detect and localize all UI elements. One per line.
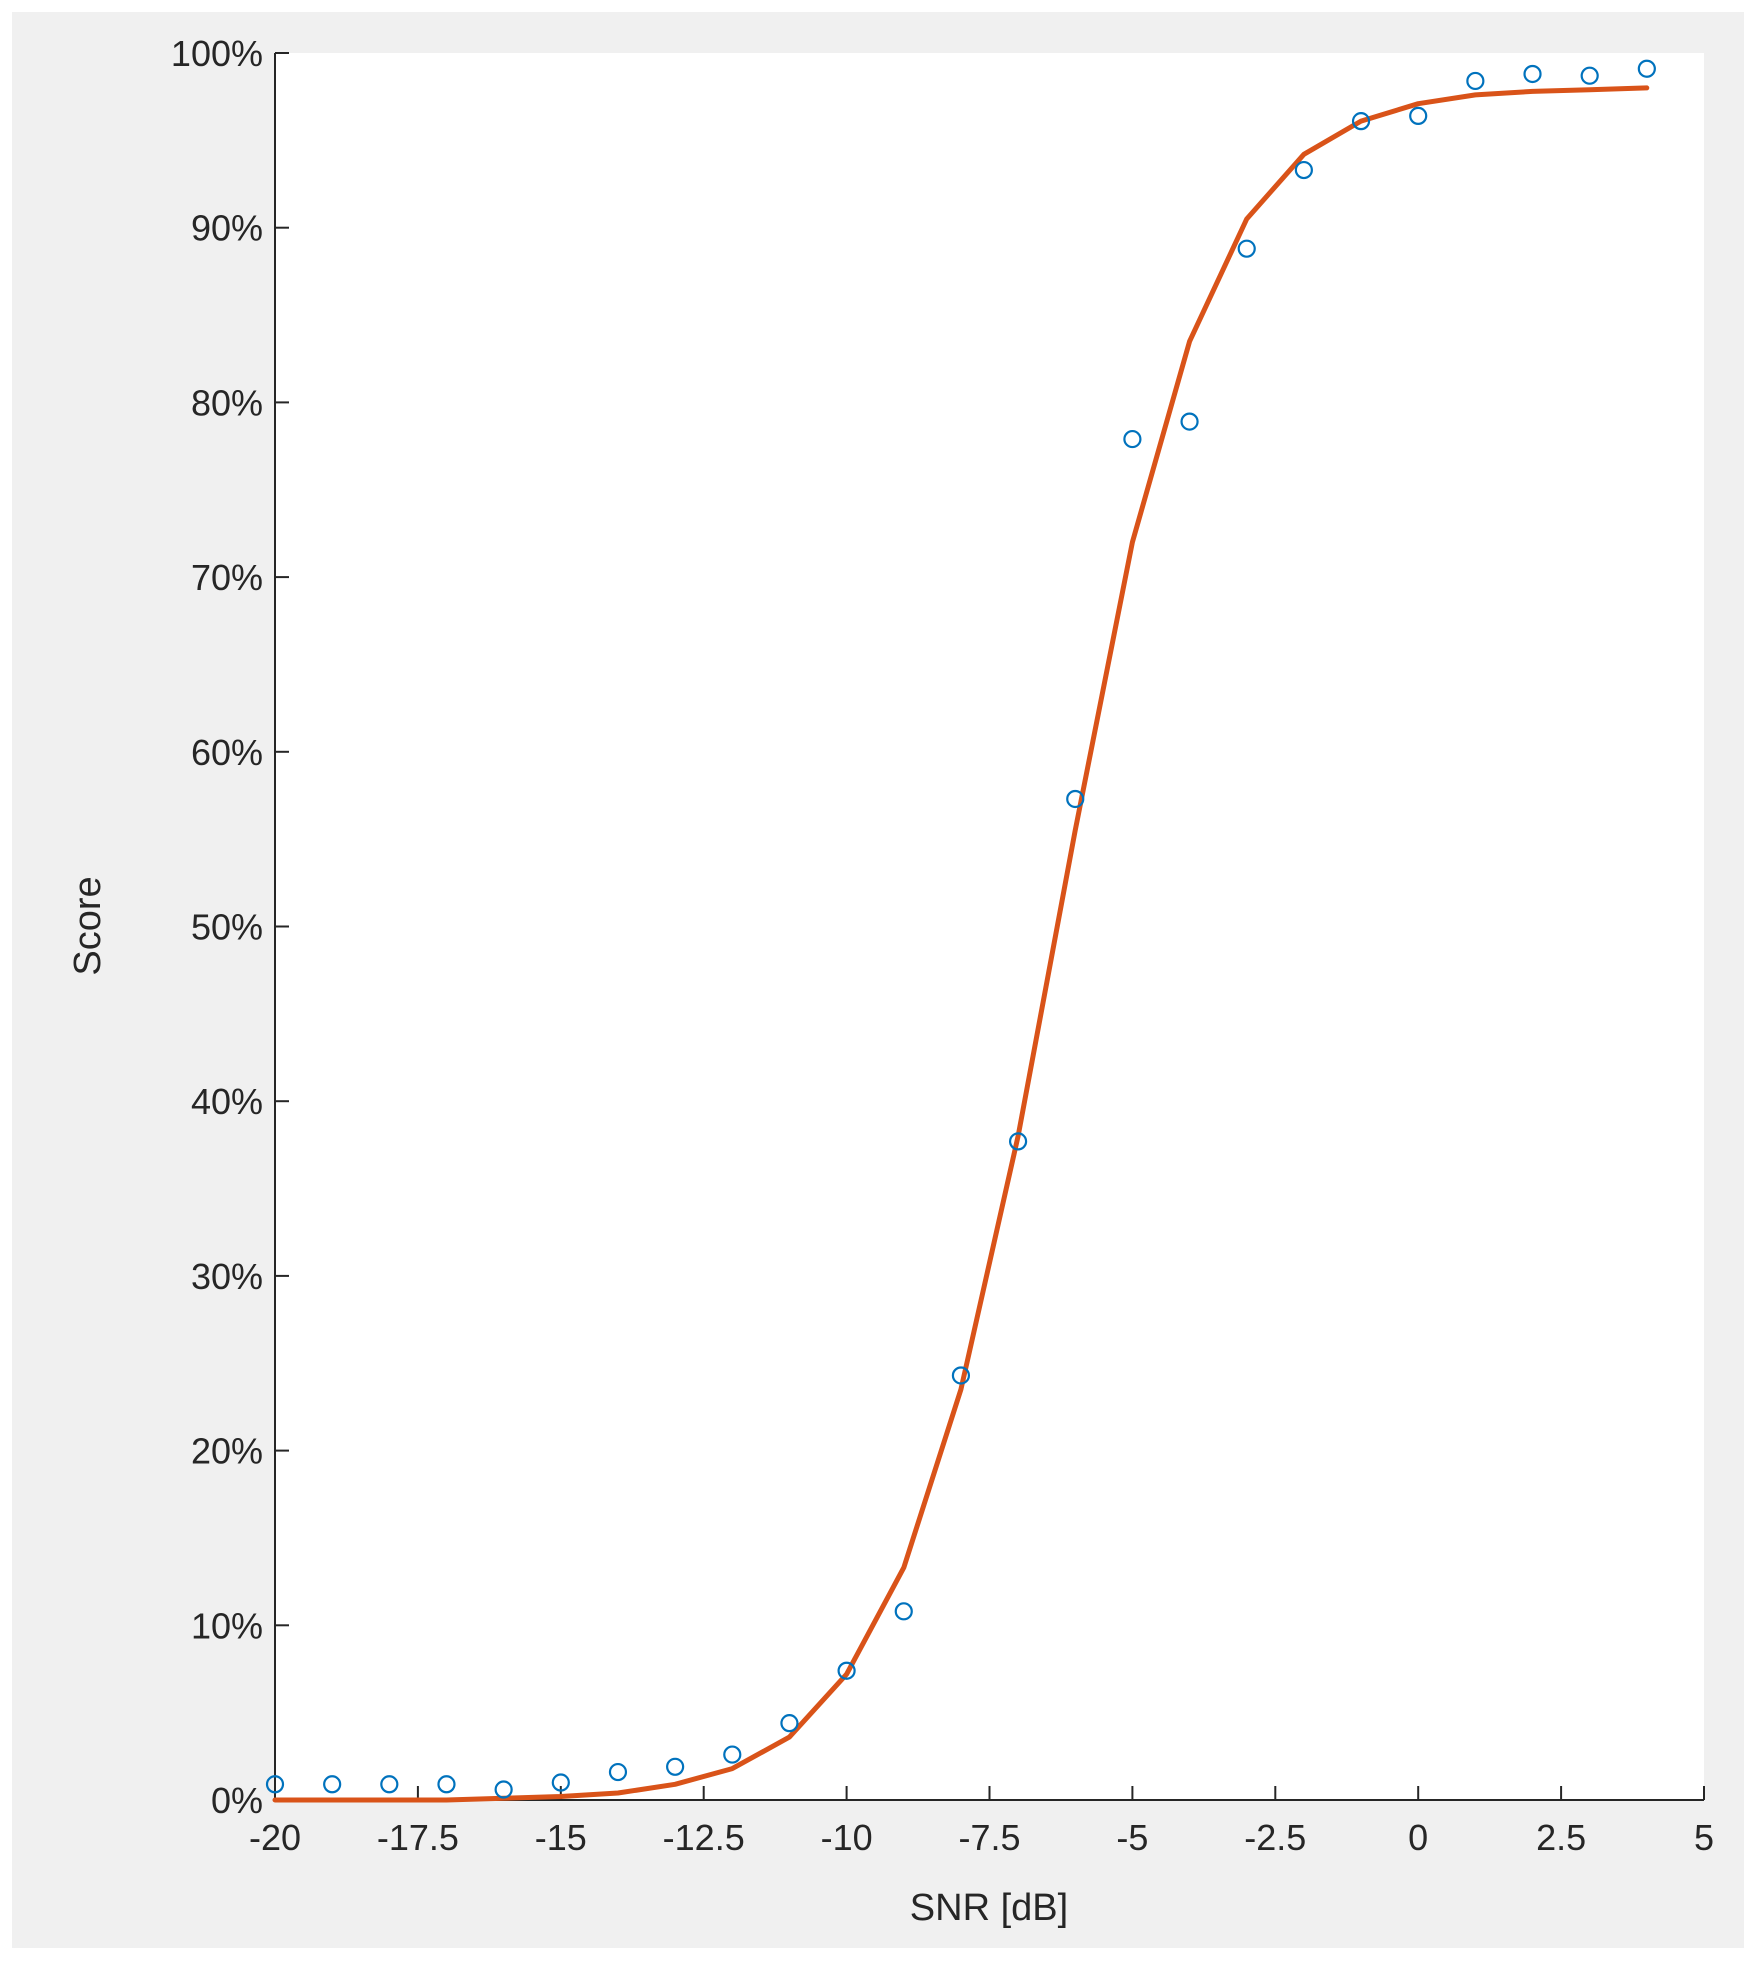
y-tick-label: 40% — [191, 1081, 263, 1122]
data-points-layer — [265, 59, 1656, 1799]
data-point — [1008, 1132, 1028, 1151]
y-tick-label: 80% — [191, 382, 263, 423]
data-point — [951, 1366, 971, 1385]
data-point — [608, 1762, 628, 1782]
data-point — [1523, 64, 1542, 84]
x-tick-label: -17.5 — [377, 1817, 459, 1858]
plot-area — [275, 53, 1704, 1800]
y-tick-label: 50% — [191, 907, 263, 948]
data-point — [1180, 412, 1199, 431]
x-tick-label: 0 — [1408, 1817, 1428, 1858]
x-tick-label: -20 — [249, 1817, 301, 1858]
y-tick-label: 90% — [191, 208, 263, 249]
data-point — [1409, 106, 1428, 125]
y-tick-label: 100% — [171, 33, 263, 74]
x-tick-label: 5 — [1694, 1817, 1714, 1858]
data-point — [666, 1757, 685, 1776]
data-point — [551, 1773, 570, 1792]
data-point — [1580, 66, 1599, 85]
y-tick-label: 60% — [191, 732, 263, 773]
y-tick-label: 20% — [191, 1431, 263, 1472]
data-point — [265, 1775, 285, 1794]
y-tick-label: 0% — [211, 1780, 263, 1821]
data-point — [380, 1775, 399, 1794]
x-tick-label: -5 — [1116, 1817, 1148, 1858]
y-tick-label: 10% — [191, 1605, 263, 1646]
data-point — [723, 1745, 742, 1764]
data-point — [494, 1780, 513, 1799]
data-point — [437, 1775, 456, 1794]
x-tick-label: -7.5 — [958, 1817, 1020, 1858]
data-point — [837, 1661, 856, 1680]
data-point — [780, 1714, 799, 1733]
data-point — [1294, 160, 1313, 180]
data-point — [1066, 789, 1085, 809]
x-tick-label: -10 — [821, 1817, 873, 1858]
y-tick-label: 30% — [191, 1256, 263, 1297]
axes: -20 -17.5 -15 -12.5 -10 -7.5 -5 -2.5 0 2.5 50%10%2… — [171, 33, 1714, 1858]
data-point — [1466, 71, 1485, 91]
y-tick-label: 70% — [191, 557, 263, 598]
x-tick-label: 2.5 — [1536, 1817, 1586, 1858]
data-point — [323, 1775, 342, 1794]
data-point — [1351, 112, 1371, 131]
data-point — [894, 1602, 913, 1621]
x-tick-label: -2.5 — [1244, 1817, 1306, 1858]
data-point — [1237, 239, 1256, 258]
data-point — [1123, 429, 1142, 449]
y-axis-label: Score — [67, 876, 109, 975]
figure-background: -20 -17.5 -15 -12.5 -10 -7.5 -5 -2.5 0 2.5 5 0% 10% 2… — [12, 12, 1744, 1948]
data-point — [1637, 59, 1656, 78]
x-axis-label: SNR [dB] — [910, 1887, 1068, 1929]
chart: -20 -17.5 -15 -12.5 -10 -7.5 -5 -2.5 0 2.5 50%10%2… — [67, 33, 1714, 1929]
x-tick-label: -12.5 — [663, 1817, 745, 1858]
x-tick-label: -15 — [535, 1817, 587, 1858]
